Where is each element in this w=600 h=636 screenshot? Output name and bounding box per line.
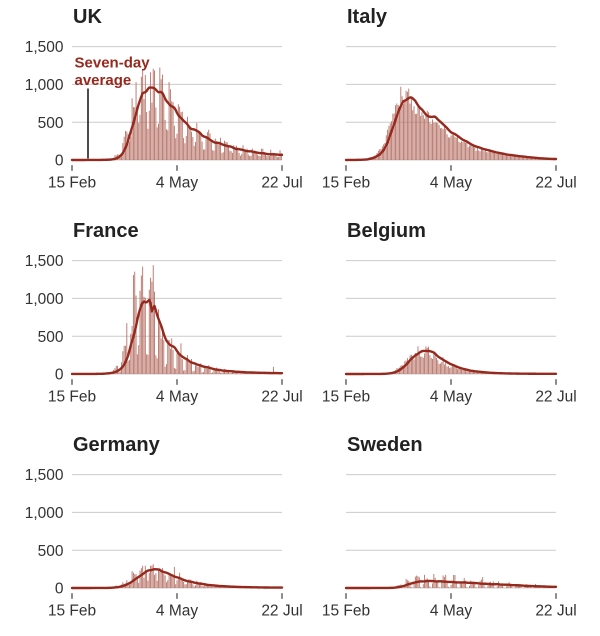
svg-text:4 May: 4 May [156, 388, 198, 405]
svg-text:Sweden: Sweden [347, 434, 423, 456]
svg-text:4 May: 4 May [156, 174, 198, 191]
svg-text:15 Feb: 15 Feb [48, 388, 96, 405]
svg-text:15 Feb: 15 Feb [48, 174, 96, 191]
svg-text:15 Feb: 15 Feb [322, 602, 370, 619]
svg-text:4 May: 4 May [430, 174, 472, 191]
svg-text:22 Jul: 22 Jul [535, 388, 576, 405]
svg-text:15 Feb: 15 Feb [48, 602, 96, 619]
svg-text:22 Jul: 22 Jul [261, 602, 302, 619]
svg-text:4 May: 4 May [156, 602, 198, 619]
svg-text:1,000: 1,000 [25, 291, 64, 308]
svg-text:average: average [75, 72, 132, 89]
svg-text:Italy: Italy [347, 6, 388, 28]
svg-text:UK: UK [73, 6, 102, 28]
svg-text:4 May: 4 May [430, 602, 472, 619]
svg-text:500: 500 [38, 543, 64, 560]
svg-text:Germany: Germany [73, 434, 161, 456]
svg-text:15 Feb: 15 Feb [322, 388, 370, 405]
svg-text:22 Jul: 22 Jul [535, 602, 576, 619]
svg-text:4 May: 4 May [430, 388, 472, 405]
svg-text:Seven-day: Seven-day [75, 55, 151, 72]
svg-text:0: 0 [55, 581, 64, 598]
svg-text:1,500: 1,500 [25, 467, 64, 484]
svg-text:1,000: 1,000 [25, 505, 64, 522]
svg-text:0: 0 [55, 367, 64, 384]
svg-text:France: France [73, 220, 139, 242]
svg-text:500: 500 [38, 329, 64, 346]
svg-text:1,500: 1,500 [25, 253, 64, 270]
svg-text:0: 0 [55, 153, 64, 170]
svg-text:1,000: 1,000 [25, 77, 64, 94]
svg-text:1,500: 1,500 [25, 39, 64, 56]
svg-text:22 Jul: 22 Jul [261, 388, 302, 405]
svg-text:15 Feb: 15 Feb [322, 174, 370, 191]
svg-text:22 Jul: 22 Jul [261, 174, 302, 191]
svg-text:500: 500 [38, 115, 64, 132]
svg-text:Belgium: Belgium [347, 220, 426, 242]
svg-text:22 Jul: 22 Jul [535, 174, 576, 191]
